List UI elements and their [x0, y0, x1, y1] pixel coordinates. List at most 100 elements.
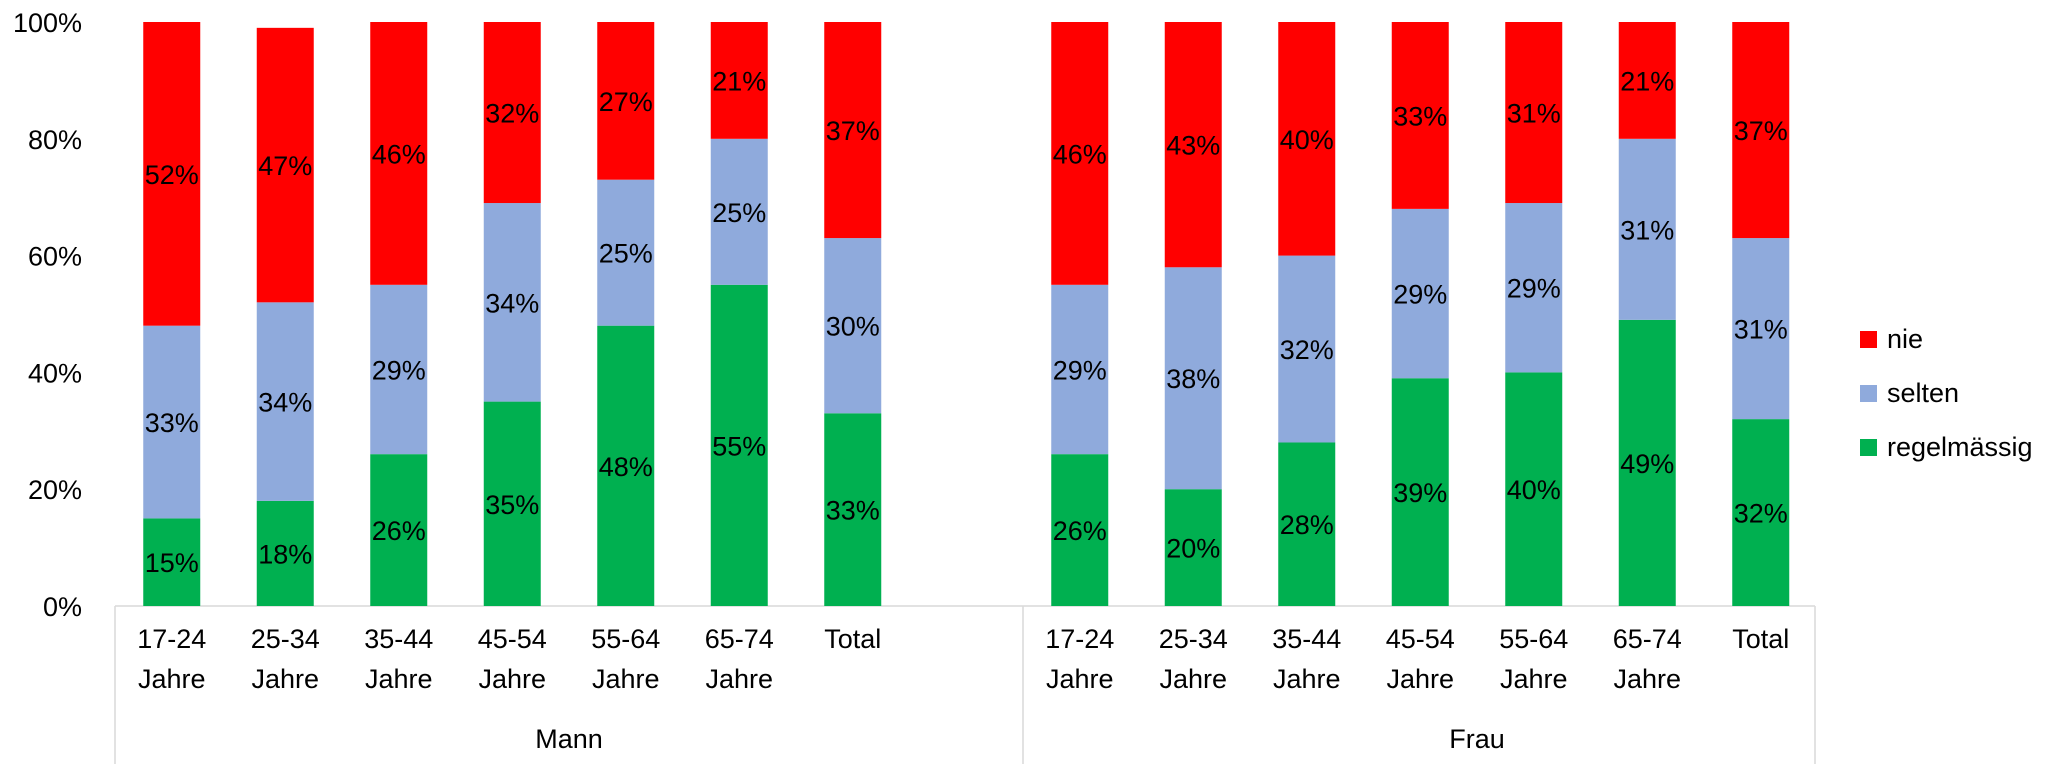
data-label: 29% [1053, 355, 1107, 385]
bar-segment [1732, 22, 1790, 239]
bar-segment [710, 22, 768, 139]
y-tick-label: 80% [28, 125, 82, 155]
data-label: 52% [145, 160, 199, 190]
data-label: 25% [599, 239, 653, 269]
data-label: 39% [1393, 478, 1447, 508]
data-label: 26% [1053, 516, 1107, 546]
data-label: 40% [1507, 475, 1561, 505]
data-label: 48% [599, 452, 653, 482]
bar-segment [143, 22, 201, 326]
bar-segment [1618, 138, 1676, 320]
x-tick-label: Jahre [1500, 664, 1568, 694]
bar-segment [1278, 442, 1336, 606]
bar-segment [143, 325, 201, 519]
legend-item-nie: nie [1860, 312, 2033, 366]
bar-segment [370, 454, 428, 606]
data-label: 18% [258, 539, 312, 569]
bar-segment [1051, 22, 1109, 285]
x-tick-label: Jahre [1386, 664, 1454, 694]
data-label: 38% [1166, 364, 1220, 394]
x-tick-label: Jahre [478, 664, 546, 694]
chart-legend: nie selten regelmässig [1860, 312, 2033, 474]
bar-segment [1051, 454, 1109, 606]
bar-segment [1391, 208, 1449, 379]
data-label: 46% [1053, 139, 1107, 169]
legend-item-regelmaessig: regelmässig [1860, 420, 2033, 474]
x-tick-label: 45-54 [1386, 624, 1455, 654]
legend-label-nie: nie [1887, 323, 1924, 354]
bar-segment [1505, 203, 1563, 373]
data-label: 21% [1620, 66, 1674, 96]
data-label: 40% [1280, 125, 1334, 155]
bar-segment [1278, 255, 1336, 443]
bar-segment [824, 238, 882, 414]
x-tick-label: Jahre [1046, 664, 1114, 694]
bar-segment [824, 413, 882, 606]
data-label: 47% [258, 151, 312, 181]
bar-segment [1618, 319, 1676, 606]
bar-segment [370, 22, 428, 285]
bar-segment [483, 22, 541, 204]
x-tick-label: Jahre [365, 664, 433, 694]
legend-label-regelmaessig: regelmässig [1887, 431, 2033, 462]
y-tick-label: 100% [13, 8, 82, 38]
data-label: 29% [1507, 274, 1561, 304]
bar-segment [1391, 22, 1449, 209]
y-tick-label: 0% [43, 592, 82, 622]
data-label: 33% [145, 408, 199, 438]
data-label: 34% [258, 388, 312, 418]
bar-segment [370, 284, 428, 455]
data-label: 31% [1507, 99, 1561, 129]
bar-segment [1278, 22, 1336, 256]
bar-segment [597, 179, 655, 326]
data-label: 32% [485, 99, 539, 129]
data-label: 33% [1393, 101, 1447, 131]
bar-segment [1164, 22, 1222, 268]
bar-segment [597, 325, 655, 606]
bar-segment [483, 203, 541, 402]
x-tick-label: Jahre [1613, 664, 1681, 694]
legend-item-selten: selten [1860, 366, 2033, 420]
data-label: 21% [712, 66, 766, 96]
bar-segment [1051, 284, 1109, 455]
x-tick-label: 45-54 [478, 624, 547, 654]
bar-segment [710, 138, 768, 285]
data-label: 15% [145, 548, 199, 578]
bar-segment [1505, 22, 1563, 204]
group-label: Frau [1449, 724, 1505, 754]
x-tick-label: Jahre [251, 664, 319, 694]
data-label: 35% [485, 490, 539, 520]
x-tick-label: 17-24 [1045, 624, 1114, 654]
bar-segment [1391, 378, 1449, 606]
x-tick-label: 25-34 [251, 624, 320, 654]
bar-segment [1732, 238, 1790, 420]
data-label: 46% [372, 139, 426, 169]
legend-swatch-regelmaessig [1860, 438, 1877, 456]
bar-segment [710, 284, 768, 606]
x-tick-label: Jahre [1273, 664, 1341, 694]
legend-label-selten: selten [1887, 377, 1960, 408]
data-label: 32% [1734, 499, 1788, 529]
x-tick-label: Jahre [1159, 664, 1227, 694]
data-label: 34% [485, 288, 539, 318]
x-tick-label: 35-44 [364, 624, 433, 654]
group-label: Mann [535, 724, 603, 754]
y-tick-label: 20% [28, 475, 82, 505]
x-tick-label: 65-74 [705, 624, 774, 654]
data-label: 37% [1734, 116, 1788, 146]
data-label: 32% [1280, 335, 1334, 365]
data-label: 26% [372, 516, 426, 546]
legend-swatch-nie [1860, 330, 1877, 348]
data-label: 49% [1620, 449, 1674, 479]
x-tick-label: Total [1732, 624, 1789, 654]
bar-segment [1505, 372, 1563, 606]
x-tick-label: 25-34 [1159, 624, 1228, 654]
data-label: 37% [826, 116, 880, 146]
x-tick-label: Total [824, 624, 881, 654]
data-label: 33% [826, 496, 880, 526]
bar-segment [256, 500, 314, 606]
data-label: 55% [712, 431, 766, 461]
y-tick-label: 60% [28, 242, 82, 272]
bar-segment [1164, 489, 1222, 606]
